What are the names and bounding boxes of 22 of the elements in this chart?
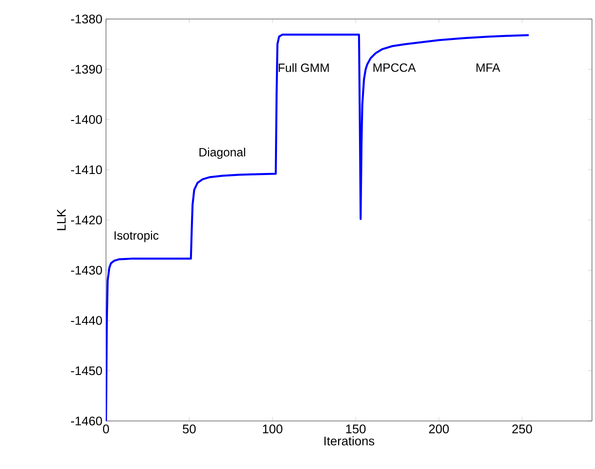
annotation: Isotropic [114, 230, 159, 242]
annotation: Diagonal [200, 148, 246, 159]
x-axis-title: Iterations [324, 436, 374, 446]
x-tick-label: 200 [429, 424, 449, 434]
x-tick-label: 50 [182, 424, 196, 434]
y-tick-label: -1440 [71, 316, 102, 325]
annotation: MPCCA [374, 63, 416, 72]
annotation: MFA [476, 64, 500, 72]
x-tick-label: 150 [346, 424, 366, 434]
y-tick-label: -1430 [71, 266, 102, 275]
x-tick-label: 0 [103, 424, 109, 434]
y-tick-label: -1410 [71, 165, 102, 174]
y-tick-label: -1460 [71, 416, 102, 426]
x-tick-label: 100 [262, 424, 282, 434]
y-axis-title: LLK [57, 209, 66, 230]
y-tick-label: -1380 [71, 14, 102, 24]
y-tick-label: -1400 [71, 115, 102, 124]
annotation: Full GMM [278, 63, 329, 72]
y-tick-label: -1390 [71, 64, 102, 74]
y-tick-label: -1450 [71, 366, 102, 376]
x-tick-label: 250 [512, 424, 532, 434]
y-tick-label: -1420 [71, 216, 102, 224]
